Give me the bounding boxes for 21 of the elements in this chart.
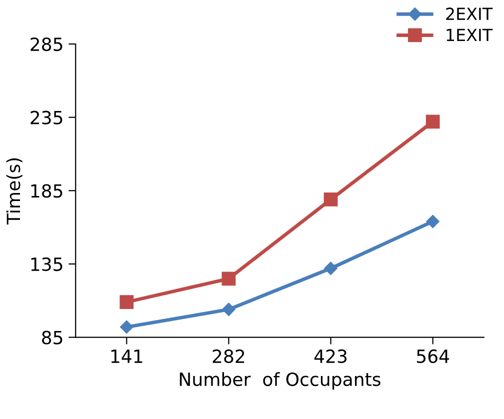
y-tick-label: 285: [30, 37, 62, 52]
point: [324, 192, 338, 206]
y-tick-label: 85: [42, 330, 62, 344]
x-axis-title: Number of Occupants: [180, 372, 380, 390]
y-tick-label: 135: [31, 257, 62, 272]
legend-label: 1EXIT: [446, 28, 493, 42]
point: [222, 272, 236, 286]
point: [324, 262, 338, 275]
point: [120, 295, 134, 310]
point: [426, 114, 440, 129]
point: [426, 214, 440, 228]
y-tick-label: 185: [31, 184, 62, 198]
x-tick-label: 423: [314, 349, 347, 364]
point: [120, 320, 134, 334]
legend-label: 2EXIT: [446, 8, 493, 20]
x-tick-label: 141: [111, 350, 142, 363]
y-tick-label: 235: [30, 110, 62, 124]
x-tick-label: 282: [212, 349, 244, 364]
point: [222, 302, 236, 316]
y-axis-title: Time(s): [6, 158, 22, 225]
x-tick-label: 564: [416, 349, 450, 364]
